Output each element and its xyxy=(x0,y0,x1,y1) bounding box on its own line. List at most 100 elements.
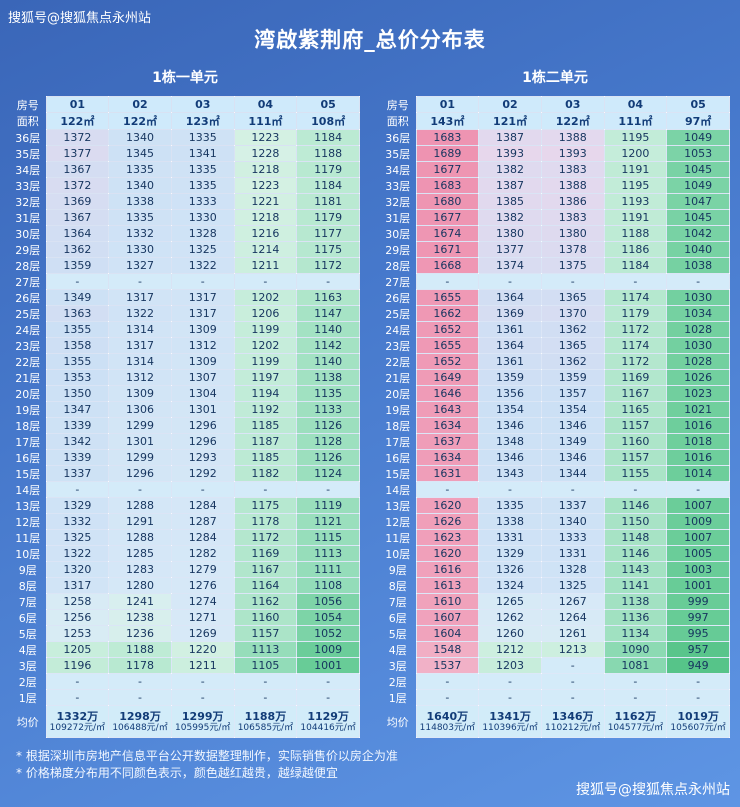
area-value: 111㎡ xyxy=(603,112,668,130)
price-cell: 1179 xyxy=(603,305,668,322)
price-cell: 1213 xyxy=(540,641,605,658)
floor-row: 15层 1337 1296 1292 1182 1124 xyxy=(10,465,360,482)
footnote-color-legend: * 价格梯度分布用不同颜色表示，颜色越红越贵，越绿越便宜 xyxy=(16,766,338,780)
floor-label: 8层 xyxy=(388,579,407,593)
price-cell: 1680 xyxy=(415,193,480,210)
room-number-header: 05 xyxy=(296,96,360,113)
floor-label: 13层 xyxy=(385,499,411,513)
price-cell: 1689 xyxy=(415,145,480,162)
price-cell: 1218 xyxy=(233,209,298,226)
floor-label: 24层 xyxy=(385,323,411,337)
floor-label: 7层 xyxy=(18,595,37,609)
floor-row: 36层 1683 1387 1388 1195 1049 xyxy=(380,129,730,146)
floor-row: 24层 1355 1314 1309 1199 1140 xyxy=(10,321,360,338)
avg-row: 均价 1332万 109272元/㎡ 1298万 106488元/㎡ 1299万 10599… xyxy=(10,705,360,738)
price-cell: 1322 xyxy=(170,257,235,274)
price-cell: 1206 xyxy=(233,305,298,322)
price-cell: 1359 xyxy=(45,257,110,274)
price-cell: 1380 xyxy=(540,225,605,242)
area-label: 面积 xyxy=(16,115,39,128)
area-value: 143㎡ xyxy=(415,112,480,130)
price-cell: 1383 xyxy=(540,161,605,178)
room-number-header: 01 xyxy=(415,96,480,113)
floor-row: 32层 1680 1385 1386 1193 1047 xyxy=(380,193,730,210)
price-cell: 1167 xyxy=(233,561,298,578)
price-cell: 1299 xyxy=(108,449,172,466)
floor-row: 5层 1604 1260 1261 1134 995 xyxy=(380,625,730,642)
price-cell: 1052 xyxy=(296,625,360,642)
price-cell: 1361 xyxy=(478,321,542,338)
avg-cell: 1341万 110396元/㎡ xyxy=(478,705,542,738)
price-cell: 1350 xyxy=(45,385,110,402)
floor-label: 33层 xyxy=(385,179,411,193)
price-cell: 1040 xyxy=(666,241,730,258)
price-cell: 1121 xyxy=(296,513,360,530)
floor-label: 19层 xyxy=(385,403,411,417)
floor-label: 29层 xyxy=(15,243,41,257)
price-cell: 1135 xyxy=(296,385,360,402)
price-cell: 1186 xyxy=(603,241,668,258)
watermark-bottom: 搜狐号@搜狐焦点永州站 xyxy=(576,782,730,798)
price-cell: 1317 xyxy=(170,305,235,322)
price-cell: 1301 xyxy=(170,401,235,418)
floor-label: 20层 xyxy=(385,387,411,401)
price-cell: 1610 xyxy=(415,593,480,610)
price-cell: 1337 xyxy=(540,497,605,514)
floor-row: 33层 1683 1387 1388 1195 1049 xyxy=(380,177,730,194)
floor-label: 22层 xyxy=(15,355,41,369)
floor-row: 23层 1655 1364 1365 1174 1030 xyxy=(380,337,730,354)
room-number-header: 04 xyxy=(233,96,298,113)
floor-row: 35层 1689 1393 1393 1200 1053 xyxy=(380,145,730,162)
floor-row: 7层 1258 1241 1274 1162 1056 xyxy=(10,593,360,610)
floor-label: 29层 xyxy=(385,243,411,257)
price-cell: 1683 xyxy=(415,129,480,146)
price-cell: 1133 xyxy=(296,401,360,418)
price-cell: 1382 xyxy=(478,209,542,226)
price-cell: 1340 xyxy=(108,177,172,194)
price-cell: 1346 xyxy=(540,417,605,434)
price-cell: 1138 xyxy=(296,369,360,386)
floor-label: 1层 xyxy=(388,691,407,705)
price-cell: - xyxy=(540,689,605,706)
avg-total-price: 1640万 xyxy=(426,709,469,723)
price-cell: 1287 xyxy=(170,513,235,530)
floor-row: 18层 1634 1346 1346 1157 1016 xyxy=(380,417,730,434)
price-cell: 1306 xyxy=(108,401,172,418)
price-cell: 1185 xyxy=(233,449,298,466)
price-cell: 1342 xyxy=(45,433,110,450)
price-cell: 1260 xyxy=(478,625,542,642)
floor-row: 26层 1349 1317 1317 1202 1163 xyxy=(10,289,360,306)
floor-row: 3层 1537 1203-1081 949 xyxy=(380,657,730,674)
price-cell: - xyxy=(170,273,235,290)
area-row: 面积 143㎡ 121㎡ 122㎡ 111㎡ 97㎡ xyxy=(380,112,730,130)
floor-label: 31层 xyxy=(15,211,41,225)
price-cell: 1194 xyxy=(233,385,298,402)
price-cell: 1668 xyxy=(415,257,480,274)
area-value: 121㎡ xyxy=(478,112,542,130)
avg-total-price: 1341万 xyxy=(489,709,531,723)
floor-label: 35层 xyxy=(15,147,41,161)
avg-cell: 1162万 104577元/㎡ xyxy=(603,705,668,738)
floor-row: 30层 1364 1332 1328 1216 1177 xyxy=(10,225,360,242)
price-cell: 1330 xyxy=(170,209,235,226)
price-cell: - xyxy=(170,673,235,690)
price-cell: 1620 xyxy=(415,545,480,562)
price-cell: 1018 xyxy=(666,433,730,450)
price-cell: 1332 xyxy=(45,513,110,530)
floor-row: 26层 1655 1364 1365 1174 1030 xyxy=(380,289,730,306)
price-cell: - xyxy=(540,673,605,690)
price-cell: 1296 xyxy=(170,433,235,450)
price-cell: 1637 xyxy=(415,433,480,450)
floor-row: 1层 - - - - - xyxy=(380,689,730,706)
price-cell: 1049 xyxy=(666,129,730,146)
price-cell: 1014 xyxy=(666,465,730,482)
price-cell: - xyxy=(296,481,360,498)
price-cell: 1359 xyxy=(478,369,542,386)
price-cell: 1284 xyxy=(170,529,235,546)
price-cell: 999 xyxy=(666,593,730,610)
avg-total-price: 1129万 xyxy=(307,709,349,723)
price-cell: - xyxy=(233,673,298,690)
price-cell: 1202 xyxy=(233,289,298,306)
price-cell: - xyxy=(108,673,172,690)
price-cell: 1288 xyxy=(108,529,172,546)
